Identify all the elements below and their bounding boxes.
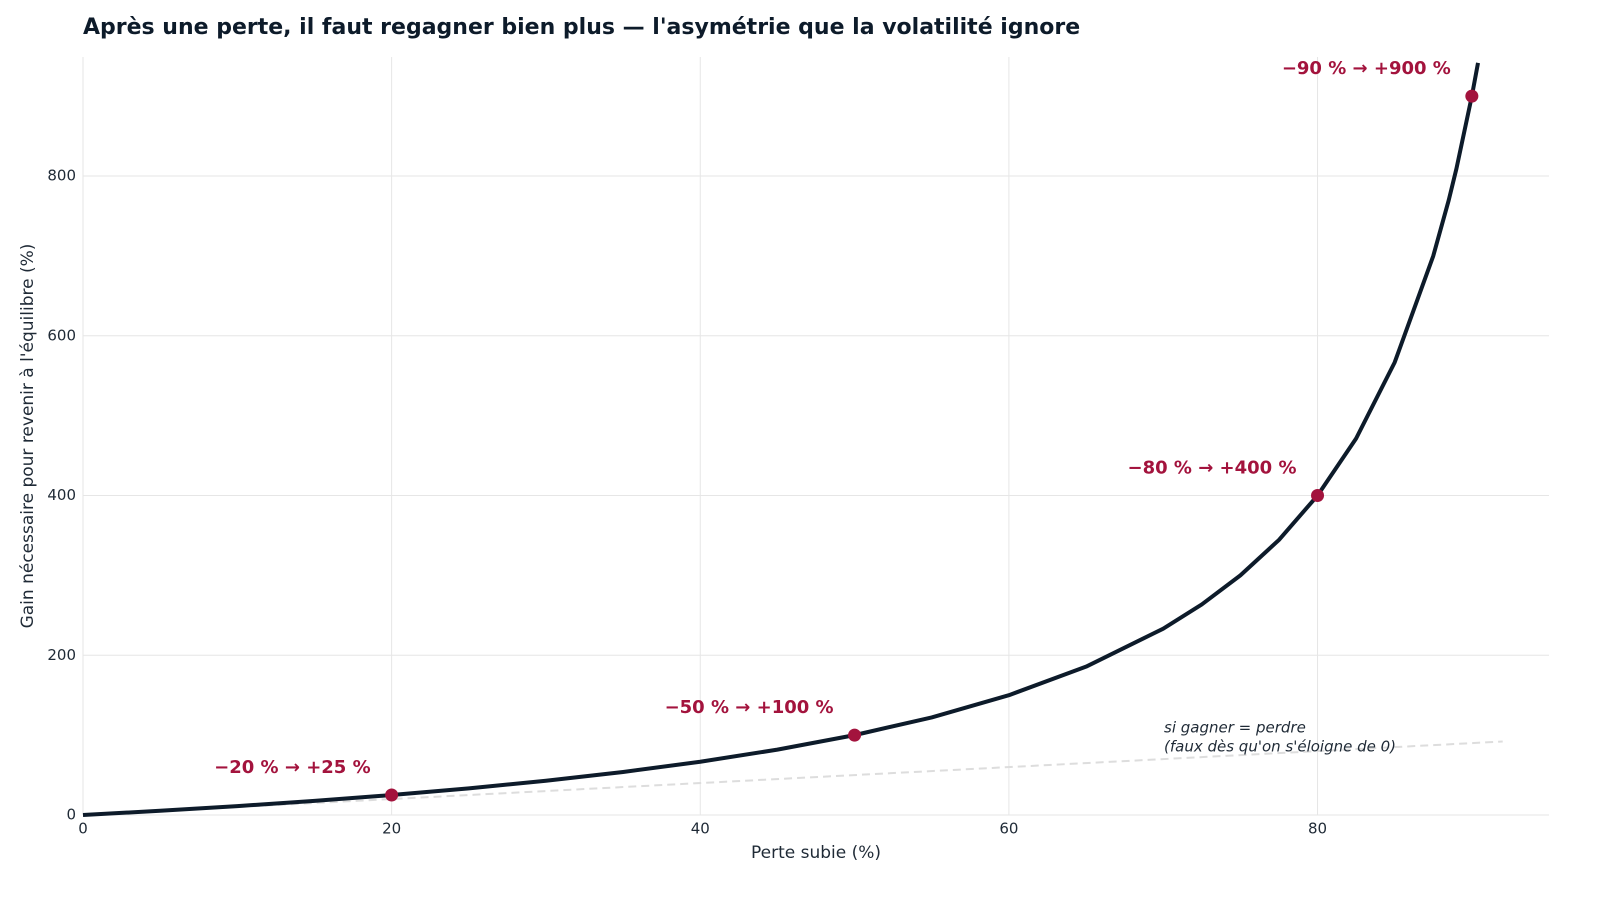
chart-title: Après une perte, il faut regagner bien p…	[83, 15, 1080, 40]
curve	[82, 62, 1480, 817]
highlight-label: −80 % → +400 %	[1128, 458, 1297, 479]
reference-line	[82, 740, 1503, 816]
x-tick-label: 0	[78, 820, 88, 838]
annotation: (faux dès qu'on s'éloigne de 0)	[1164, 738, 1396, 756]
highlight-label: −20 % → +25 %	[214, 757, 370, 778]
annotation: si gagner = perdre	[1164, 719, 1306, 737]
y-tick-label: 800	[47, 167, 76, 185]
y-axis-label: Gain nécessaire pour revenir à l'équilib…	[18, 244, 38, 629]
highlight-label: −90 % → +900 %	[1282, 58, 1451, 79]
x-tick-label: 60	[999, 820, 1018, 838]
x-tick-label: 80	[1308, 820, 1327, 838]
x-tick-label: 40	[691, 820, 710, 838]
y-tick-label: 600	[47, 326, 76, 344]
highlight-point	[1465, 89, 1479, 103]
y-tick-label: 400	[47, 486, 76, 504]
highlight-point	[385, 788, 399, 802]
highlight-point	[848, 728, 862, 742]
y-tick-label: 200	[47, 646, 76, 664]
y-tick-label: 0	[66, 806, 76, 824]
highlight-label: −50 % → +100 %	[665, 697, 834, 718]
x-axis-label: Perte subie (%)	[751, 843, 881, 863]
highlight-point	[1311, 489, 1325, 503]
x-tick-label: 20	[382, 820, 401, 838]
